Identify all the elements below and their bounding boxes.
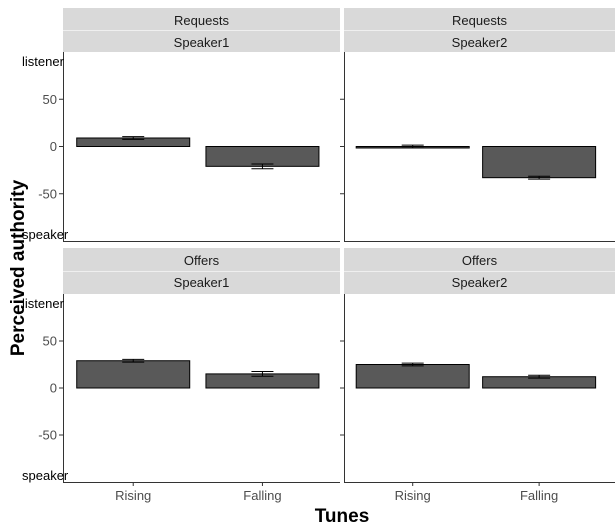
y-tick-label: 0 (50, 139, 57, 154)
y-tick-label: 50 (43, 334, 57, 349)
strip-label-row: Offers (462, 253, 498, 268)
strip-label-row: Offers (184, 253, 220, 268)
x-axis-title: Tunes (315, 506, 370, 525)
y-tick-label: 0 (50, 381, 57, 396)
strip-label-row: Requests (174, 13, 229, 28)
y-end-label-top: listener (22, 54, 65, 69)
bar (355, 364, 470, 389)
x-tick-label: Falling (520, 488, 558, 503)
y-tick-label: -50 (38, 428, 57, 443)
y-tick-label: 50 (43, 92, 57, 107)
bar (205, 146, 320, 167)
x-tick-label: Rising (115, 488, 151, 503)
y-tick-label: -50 (38, 186, 57, 201)
bar (482, 146, 597, 179)
x-tick-label: Falling (243, 488, 281, 503)
y-axis-title: Perceived authority (8, 179, 29, 356)
y-end-label-bottom: speaker (22, 468, 69, 483)
strip-label-col: Speaker1 (174, 35, 230, 50)
strip-label-col: Speaker2 (452, 275, 508, 290)
strip-label-col: Speaker1 (174, 275, 230, 290)
y-end-label-top: listener (22, 296, 65, 311)
strip-label-col: Speaker2 (452, 35, 508, 50)
bar (76, 360, 191, 389)
x-tick-label: Rising (395, 488, 431, 503)
panels-layer: Requests Speaker1 -50 0 50 listener speaker Req… (22, 8, 615, 503)
strip-label-row: Requests (452, 13, 507, 28)
y-end-label-bottom: speaker (22, 227, 69, 242)
